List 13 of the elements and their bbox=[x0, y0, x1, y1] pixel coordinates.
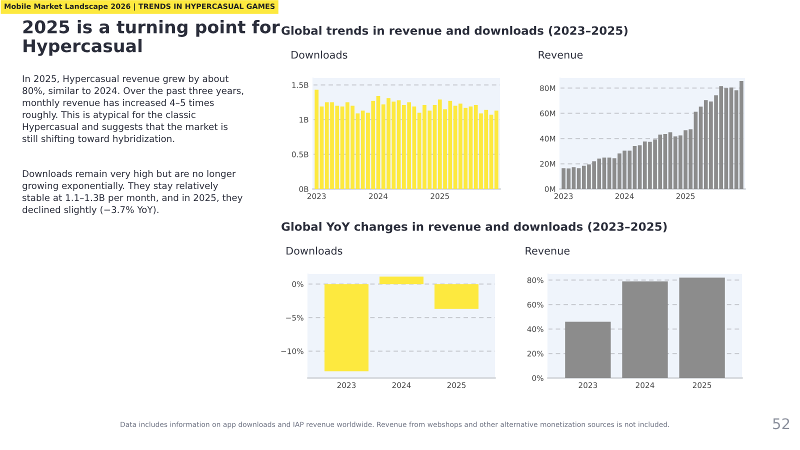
text: In 2025, Hypercasual revenue grew by about 80%, similar to 2024. Over the past three years, monthly revenue has increased 4–5 times roughly. This is atypical for the classic Hypercasual and suggests that the market is still shifting toward hybridization. bbox=[22, 75, 244, 144]
chart-title: Revenue bbox=[526, 246, 570, 255]
text: 52 bbox=[773, 418, 790, 430]
bar bbox=[622, 281, 668, 378]
bar bbox=[565, 322, 611, 378]
chart-title: Revenue bbox=[538, 50, 583, 59]
chart-title: Downloads bbox=[286, 246, 342, 255]
text: Global YoY changes in revenue and downloads (2023–2025) bbox=[282, 222, 667, 234]
text: 2025 is a turning point for Hypercasual bbox=[23, 20, 280, 56]
text: Downloads remain very high but are no longer growing exponentially. They stay relatively stable at 1.1–1.3B per month, and in 2025, they declined slightly (−3.7% YoY). bbox=[22, 170, 242, 215]
text: Global trends in revenue and downloads (2023–2025) bbox=[282, 26, 628, 36]
chart-title: Downloads bbox=[292, 50, 348, 59]
bar bbox=[679, 278, 725, 378]
